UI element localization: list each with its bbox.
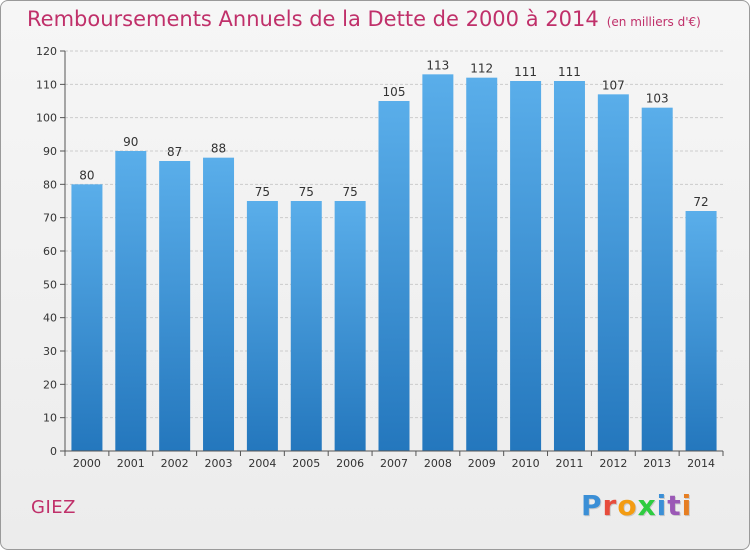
data-label-2009: 112 (470, 62, 493, 76)
x-tick-label: 2010 (512, 457, 540, 470)
x-tick-label: 2012 (599, 457, 627, 470)
x-tick-label: 2006 (336, 457, 364, 470)
proxiti-logo: Proxiti (581, 489, 692, 522)
x-tick-label: 2003 (205, 457, 233, 470)
y-tick-label: 110 (36, 78, 57, 91)
data-label-2014: 72 (693, 195, 708, 209)
y-tick-label: 100 (36, 112, 57, 125)
data-label-2007: 105 (383, 85, 406, 99)
chart-title: Remboursements Annuels de la Dette de 20… (27, 7, 701, 31)
data-label-2010: 111 (514, 65, 537, 79)
data-label-2000: 80 (79, 168, 94, 182)
x-axis-ticks: 2000 2001 2002 2003 2004 2005 2006 2007 2008 2009… (64, 451, 724, 470)
x-tick-label: 2008 (424, 457, 452, 470)
logo-letter: r (602, 489, 618, 522)
y-tick-label: 120 (36, 45, 57, 58)
chart-title-text: Remboursements Annuels de la Dette de 20… (27, 7, 599, 31)
x-tick-label: 2002 (161, 457, 189, 470)
bar-2010 (510, 81, 542, 451)
y-tick-label: 80 (43, 178, 57, 191)
data-labels: 80 90 87 88 75 75 75 105 113 112 111 111 107 103 72 (79, 58, 708, 209)
data-label-2004: 75 (255, 185, 270, 199)
y-axis-ticks: 0 10 20 30 40 50 60 70 80 90 100 110 120 (36, 45, 65, 458)
data-label-2001: 90 (123, 135, 138, 149)
x-tick-label: 2011 (555, 457, 583, 470)
bar-2006 (334, 201, 366, 451)
bar-2002 (159, 161, 191, 451)
bar-2012 (597, 94, 629, 451)
axes (64, 51, 723, 452)
logo-letter: i (681, 489, 693, 522)
data-label-2011: 111 (558, 65, 581, 79)
logo-letter: i (656, 489, 668, 522)
data-label-2008: 113 (426, 58, 449, 72)
chart-unit-note: (en milliers d'€) (606, 15, 701, 29)
x-tick-label: 2005 (292, 457, 320, 470)
y-tick-label: 20 (43, 378, 57, 391)
y-tick-label: 70 (43, 212, 57, 225)
logo-letter: x (637, 489, 657, 522)
x-tick-label: 2004 (248, 457, 276, 470)
bar-2011 (553, 81, 585, 451)
bar-2014 (685, 211, 717, 451)
data-label-2005: 75 (299, 185, 314, 199)
bar-2003 (203, 157, 235, 451)
x-tick-label: 2014 (687, 457, 715, 470)
y-tick-label: 60 (43, 245, 57, 258)
y-tick-label: 40 (43, 312, 57, 325)
bar-2001 (115, 151, 147, 451)
bar-2005 (290, 201, 322, 451)
y-tick-label: 90 (43, 145, 57, 158)
data-label-2013: 103 (646, 92, 669, 106)
x-tick-label: 2009 (468, 457, 496, 470)
logo-letter: t (667, 489, 682, 522)
data-label-2006: 75 (342, 185, 357, 199)
y-tick-label: 0 (50, 445, 57, 458)
bars (71, 74, 717, 452)
x-tick-label: 2001 (117, 457, 145, 470)
logo-letter: o (617, 489, 638, 522)
x-tick-label: 2000 (73, 457, 101, 470)
logo-letter: P (581, 489, 603, 522)
bar-2007 (378, 101, 410, 451)
data-label-2003: 88 (211, 142, 226, 156)
bar-2004 (246, 201, 278, 451)
bar-2013 (641, 107, 673, 452)
bar-2008 (422, 74, 454, 451)
y-tick-label: 50 (43, 278, 57, 291)
y-tick-label: 10 (43, 412, 57, 425)
commune-name: GIEZ (31, 497, 76, 518)
x-tick-label: 2013 (643, 457, 671, 470)
bar-2009 (466, 77, 498, 452)
bar-2000 (71, 184, 103, 452)
data-label-2002: 87 (167, 145, 182, 159)
x-tick-label: 2007 (380, 457, 408, 470)
data-label-2012: 107 (602, 78, 625, 92)
y-tick-label: 30 (43, 345, 57, 358)
